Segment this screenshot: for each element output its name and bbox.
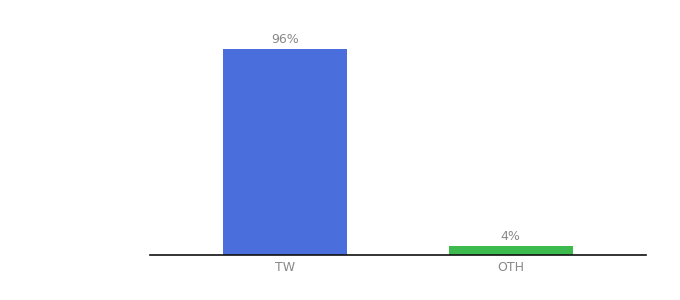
Text: 96%: 96% xyxy=(271,33,299,46)
Bar xyxy=(449,246,573,255)
Text: 4%: 4% xyxy=(500,230,521,243)
Bar xyxy=(223,49,347,255)
